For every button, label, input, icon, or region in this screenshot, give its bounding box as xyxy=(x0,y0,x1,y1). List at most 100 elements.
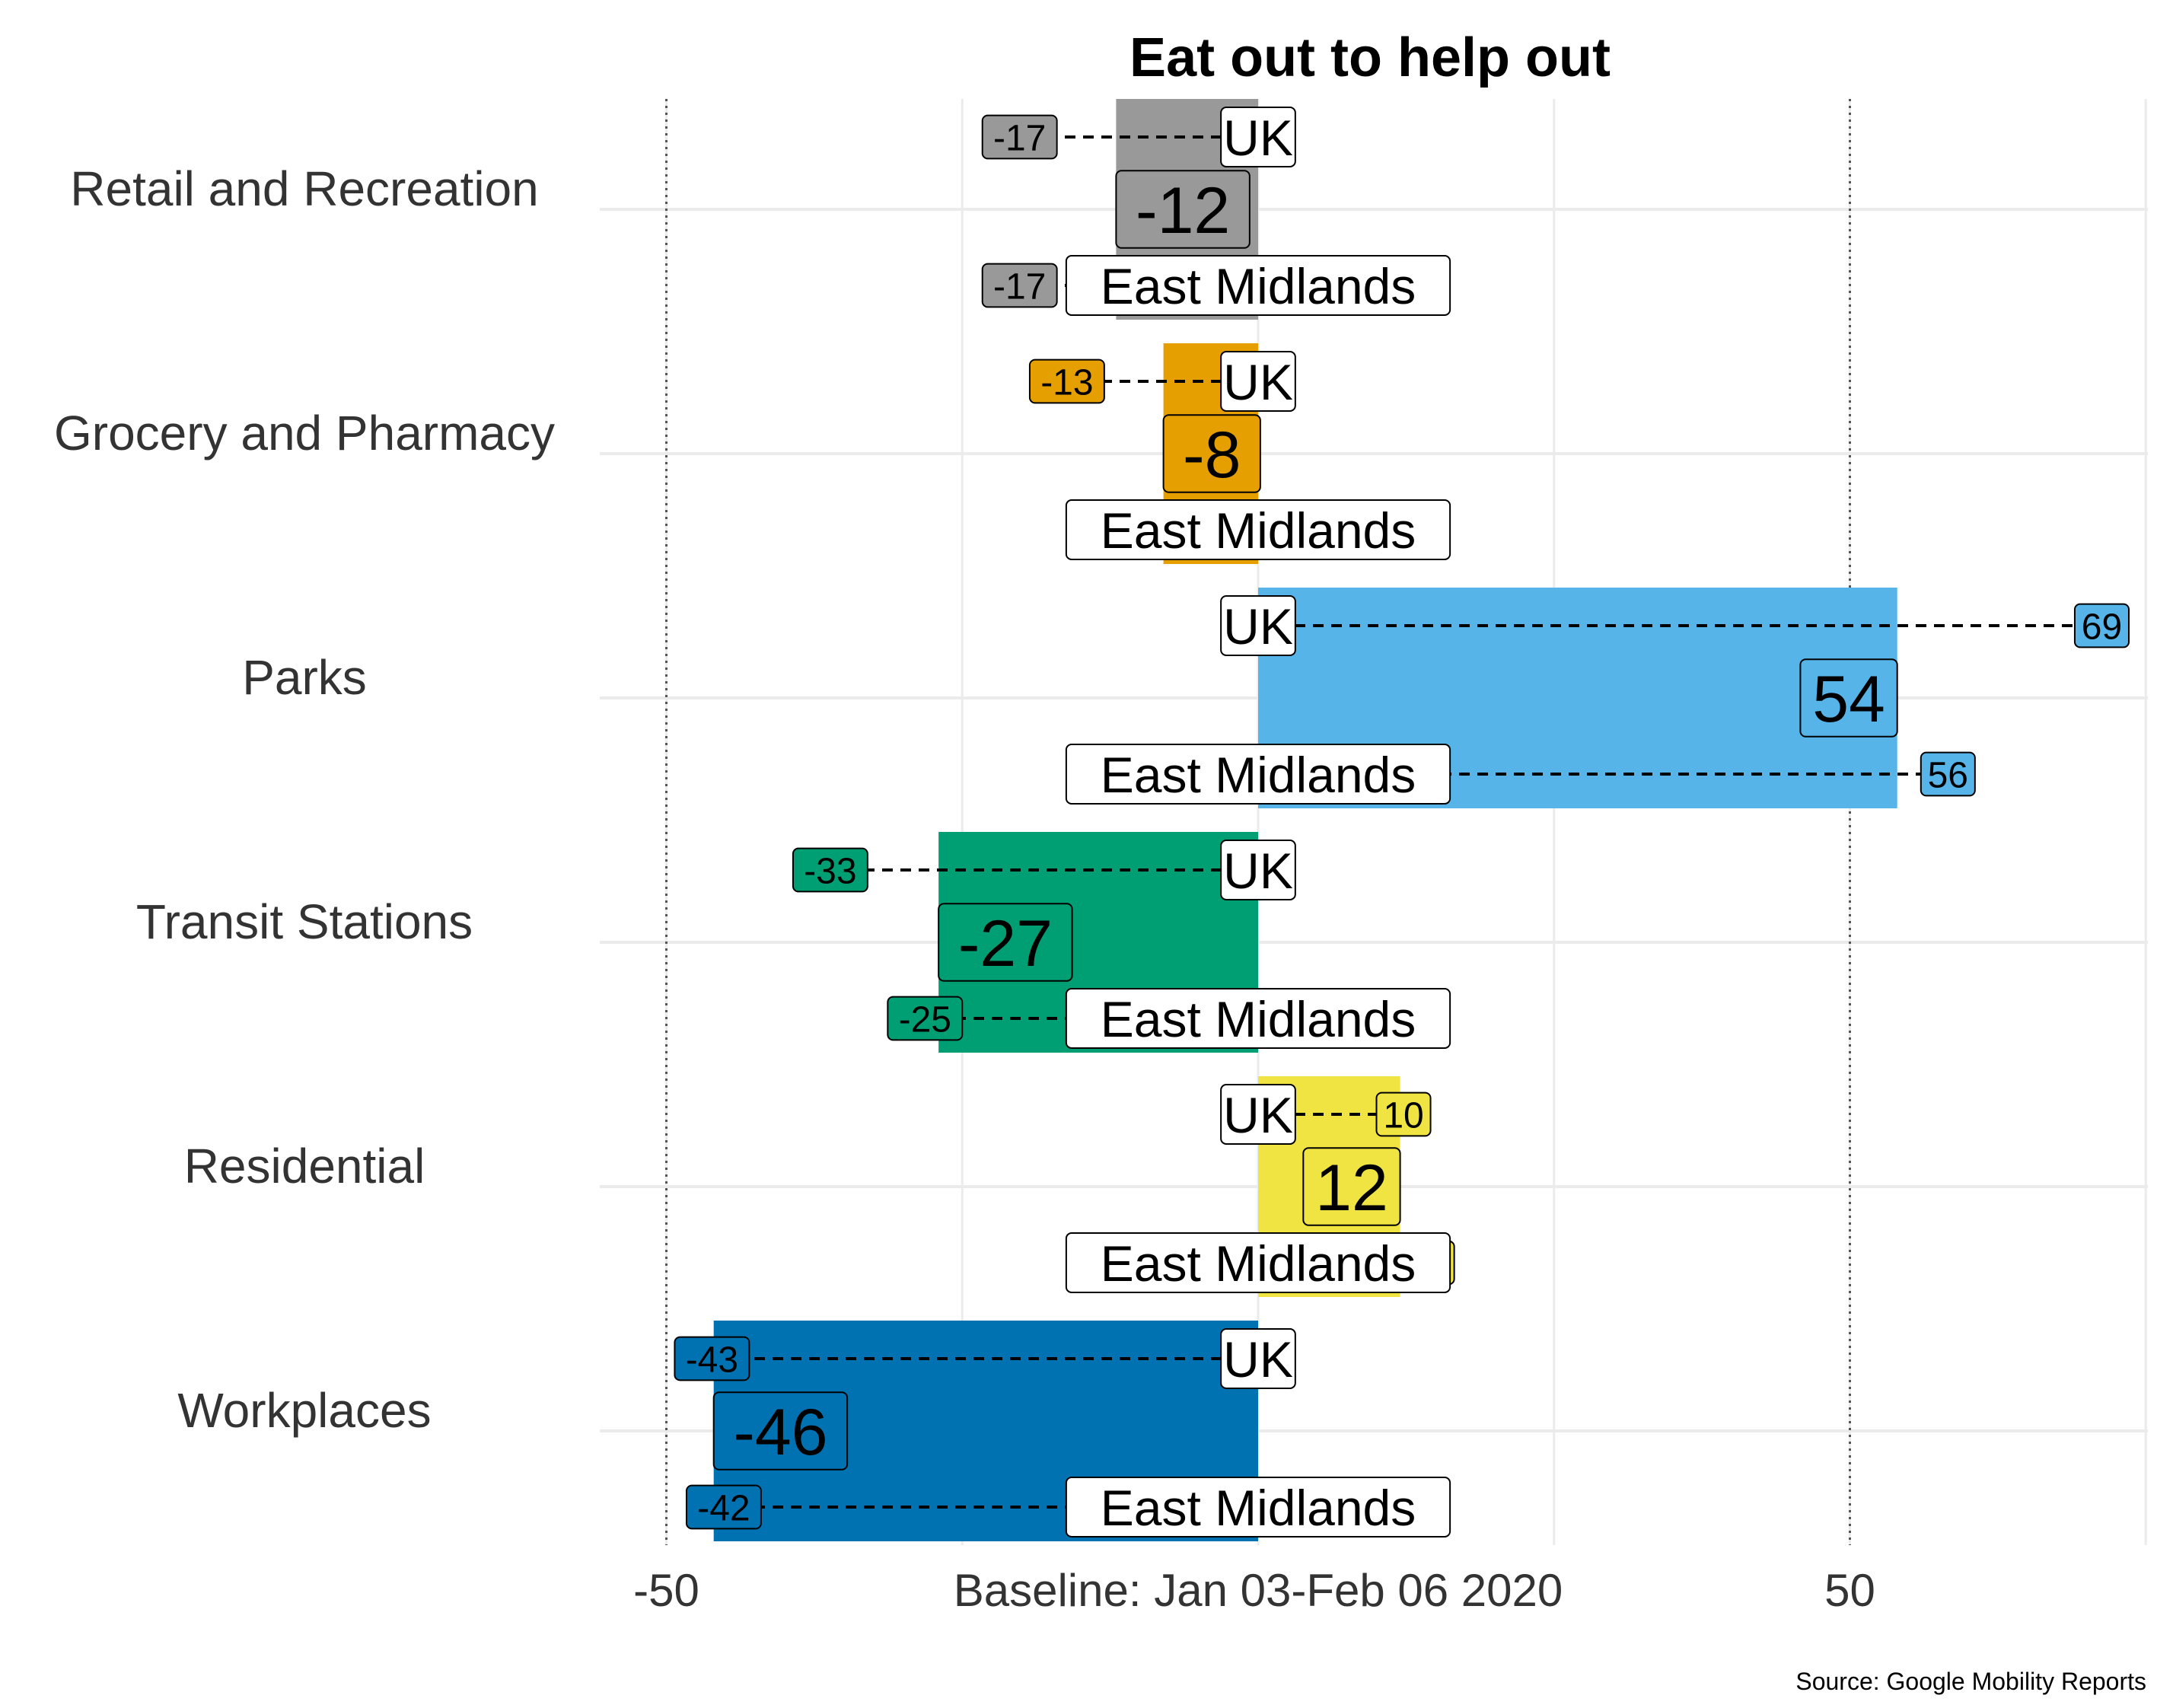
category-label: Retail and Recreation xyxy=(70,161,538,216)
category-label: Transit Stations xyxy=(136,894,473,949)
uk-value-label: -17 xyxy=(981,114,1058,160)
region-name-label: East Midlands xyxy=(1065,255,1451,316)
uk-name-label-box xyxy=(1220,351,1296,412)
uk-name-label: UK xyxy=(1220,1084,1296,1145)
region-name-label-box xyxy=(1065,499,1451,560)
main-value-label-box xyxy=(712,1391,849,1471)
main-value-label: 12 xyxy=(1302,1147,1401,1226)
uk-value-label-text: -13 xyxy=(1040,362,1093,403)
region-name-label-text: East Midlands xyxy=(1101,502,1416,559)
uk-name-label-box xyxy=(1220,107,1296,167)
main-value-label: -8 xyxy=(1162,414,1261,493)
main-value-label-text: -46 xyxy=(733,1396,827,1469)
region-value-label-text: -17 xyxy=(993,266,1046,307)
main-value-label-text: 12 xyxy=(1315,1152,1388,1225)
region-name-label-box xyxy=(1065,988,1451,1049)
uk-name-label-box xyxy=(1220,1084,1296,1145)
uk-name-label: UK xyxy=(1220,107,1296,167)
uk-name-label-text: UK xyxy=(1223,354,1293,410)
uk-value-label-box xyxy=(1028,358,1105,404)
uk-value-label: -13 xyxy=(1028,358,1105,404)
x-tick-label: 50 xyxy=(1824,1565,1875,1616)
main-value-label-box xyxy=(1799,658,1898,738)
uk-name-label-box xyxy=(1220,840,1296,900)
region-name-label: East Midlands xyxy=(1065,1232,1451,1293)
uk-value-label-box xyxy=(2073,603,2130,648)
category-label: Grocery and Pharmacy xyxy=(54,406,555,460)
main-value-label-text: -8 xyxy=(1183,419,1241,492)
region-name-label-text: East Midlands xyxy=(1101,747,1416,803)
region-name-label: East Midlands xyxy=(1065,988,1451,1049)
uk-name-label-text: UK xyxy=(1223,843,1293,899)
uk-value-label-text: 10 xyxy=(1383,1095,1423,1136)
category-labels: Retail and Recreation Grocery and Pharmac… xyxy=(54,161,555,1438)
uk-name-label: UK xyxy=(1220,595,1296,656)
region-value-label-box xyxy=(685,1484,762,1530)
main-value-label-box xyxy=(1115,170,1251,249)
region-name-label-text: East Midlands xyxy=(1101,991,1416,1047)
region-value-label: -42 xyxy=(685,1484,762,1530)
main-value-label-text: -27 xyxy=(958,907,1053,980)
region-value-label: 56 xyxy=(1920,751,1976,797)
main-value-label: 54 xyxy=(1799,658,1898,738)
uk-value-label-text: -17 xyxy=(993,118,1046,158)
main-value-label-text: 54 xyxy=(1812,663,1885,736)
uk-value-label-box xyxy=(674,1336,750,1381)
chart-title: Eat out to help out xyxy=(1129,27,1611,88)
region-value-label-box xyxy=(1920,751,1976,797)
uk-name-label: UK xyxy=(1220,840,1296,900)
uk-value-label-text: -33 xyxy=(804,851,856,891)
region-value-label-box xyxy=(887,996,964,1041)
main-value-label-box xyxy=(938,903,1073,982)
main-value-label: -46 xyxy=(712,1391,849,1471)
x-axis-ticks: -50 Baseline: Jan 03-Feb 06 2020 50 xyxy=(633,1565,1875,1616)
uk-name-label: UK xyxy=(1220,351,1296,412)
region-name-label-text: East Midlands xyxy=(1101,1480,1416,1536)
region-value-label: -17 xyxy=(981,263,1058,308)
main-value-label-text: -12 xyxy=(1136,174,1230,247)
uk-value-label-box xyxy=(792,847,868,893)
region-value-label-text: -25 xyxy=(899,999,951,1040)
main-value-label-box xyxy=(1162,414,1261,493)
region-value-label-text: 56 xyxy=(1928,755,1968,795)
source-caption: Source: Google Mobility Reports xyxy=(1795,1668,2146,1695)
uk-name-label-text: UK xyxy=(1223,1087,1293,1143)
category-label: Parks xyxy=(242,650,367,705)
region-name-label-text: East Midlands xyxy=(1101,1235,1416,1292)
uk-name-label-text: UK xyxy=(1223,598,1293,655)
uk-value-label-text: -43 xyxy=(686,1340,738,1380)
region-name-label-text: East Midlands xyxy=(1101,258,1416,314)
uk-value-label-box xyxy=(981,114,1058,160)
main-value-label-box xyxy=(1302,1147,1401,1226)
uk-value-label-box xyxy=(1375,1091,1432,1137)
uk-value-label: 10 xyxy=(1375,1091,1432,1137)
region-name-label-box xyxy=(1065,255,1451,316)
x-tick-label: -50 xyxy=(633,1565,699,1616)
region-name-label-box xyxy=(1065,1477,1451,1538)
connector-lines xyxy=(749,135,2075,1509)
region-value-label-text: -42 xyxy=(697,1488,750,1528)
uk-name-label-box xyxy=(1220,1328,1296,1389)
region-name-label: East Midlands xyxy=(1065,1477,1451,1538)
region-value-label-box xyxy=(981,263,1058,308)
uk-value-label: 69 xyxy=(2073,603,2130,648)
x-tick-label: Baseline: Jan 03-Feb 06 2020 xyxy=(954,1565,1563,1616)
region-name-label-box xyxy=(1065,744,1451,805)
main-value-label: -12 xyxy=(1115,170,1251,249)
region-name-label: East Midlands xyxy=(1065,744,1451,805)
uk-value-label: -43 xyxy=(674,1336,750,1381)
region-name-label: East Midlands xyxy=(1065,499,1451,560)
uk-name-label-text: UK xyxy=(1223,110,1293,166)
uk-name-label-text: UK xyxy=(1223,1331,1293,1388)
uk-value-label: -33 xyxy=(792,847,868,893)
main-value-label: -27 xyxy=(938,903,1073,982)
region-value-label: -25 xyxy=(887,996,964,1041)
uk-value-label-text: 69 xyxy=(2082,607,2122,647)
uk-name-label: UK xyxy=(1220,1328,1296,1389)
category-label: Workplaces xyxy=(177,1383,431,1438)
category-label: Residential xyxy=(184,1139,425,1193)
region-name-label-box xyxy=(1065,1232,1451,1293)
uk-name-label-box xyxy=(1220,595,1296,656)
